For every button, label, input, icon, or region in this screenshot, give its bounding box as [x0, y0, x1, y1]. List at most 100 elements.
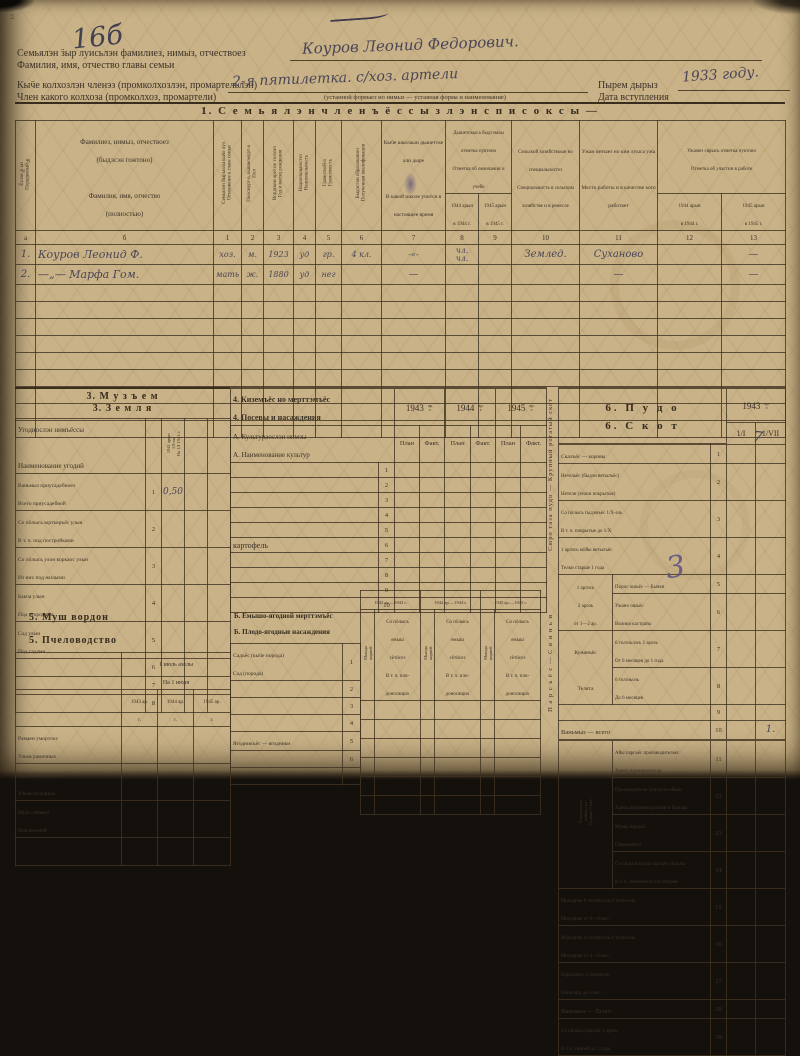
pigs-inner-label: 9 толэзьлэсь мӧйыосыз Старше 9 мес.: [578, 798, 593, 826]
entry-date-label: Пырем дырыз Дата вступления: [598, 80, 669, 103]
fact-header: Факт.: [419, 425, 446, 463]
land-col-1941: 1941 арын 1/I-лы На 1/I 1941 г.: [165, 430, 181, 457]
col-header-sex: Пиосмурт-а, кышномурт-а Пол: [246, 144, 258, 202]
col-header-nationality: Национальностез Национальность: [298, 154, 310, 192]
land-row-label: Со пӧлысь юртъеръёс улын В т. ч. под пос…: [18, 520, 83, 544]
col-header-relation: Семьялэн йырызлы кыӵе луэ Отношение к гл…: [221, 142, 233, 204]
orchard-title: Б. Емышо-ягодной мерттэмъёс Б. Плодо-яго…: [234, 612, 333, 636]
col-num: 3: [263, 230, 294, 245]
cattle-side-label: Сюро таза пудо — Крупный рогатый скот: [547, 398, 555, 551]
orchard-subcol-bearing: Со пӧлысь емыш сётӥсез В т. ч. пло- доно…: [385, 620, 410, 697]
cattle-row-label: Порос ошъёс — Бычки: [615, 585, 665, 590]
plan-header: План: [394, 425, 421, 463]
orchard-years-table: 1943 ар.—1943 г. 1944 ар.—1944 г. 1945 а…: [360, 590, 541, 815]
crops-year-1945: 1945: [507, 403, 526, 413]
col-num: 5: [315, 230, 342, 245]
col-header-school: Кыӵе школаын дышетске али дыре В какой ш…: [383, 139, 444, 218]
col-num: 8: [445, 230, 479, 245]
col-num: 6: [341, 230, 382, 245]
section-bees: 5. Муш вордон 5. Пчеловодство 1 июль азе…: [15, 612, 232, 866]
pigs-side-label: П а р с ь ё с — С в и н ь и: [547, 614, 555, 712]
cattle-row-label: 1 арлэсь мӧйы ветылъёс Телки старше 1 го…: [561, 548, 613, 571]
col-num: 4: [293, 230, 316, 245]
bees-row-label: Рамаен умортоос Ульев рамочных: [18, 735, 59, 760]
land-row-label: Со пӧлысь улон коркаос улын Из них под ж…: [18, 557, 89, 581]
col-header-name: Фамилиез, нимыз, отчествоез (быдэсэн гож…: [80, 137, 169, 218]
family-row-1: 1. Коуров Леонид Ф. хоз. м. 1923 уд гр. …: [15, 244, 787, 265]
orchard-year-1945: 1945 ар.—1945 г.: [494, 600, 527, 605]
crops-table: 4. Киземъёс но мерттэмъёс 4. Посевы и на…: [229, 387, 548, 613]
crops-title: 4. Киземъёс но мерттэмъёс 4. Посевы и на…: [233, 395, 331, 422]
bees-table: 1 июль азелы На 1 июля 1943 ар. г. 1944 …: [15, 651, 232, 866]
land-title: 3. М у з ъ е м 3. З е м л я: [15, 387, 230, 414]
pig-row-label: Молодняк 6 толэзьлэсь 9 толэзьозь Молодн…: [561, 899, 636, 922]
head-of-family-line: Коуров Леонид Федорович.: [290, 32, 762, 61]
bees-group-header: 1 июль азелы На 1 июля: [159, 661, 194, 686]
subcol-1945: 1945 арын в 1945 г.: [484, 204, 507, 227]
col-header-education: Быдэстэм образованиез Полученная квалифи…: [355, 144, 367, 202]
col-num: 7: [381, 230, 446, 245]
orchard-row-label: Садъёс (кыӵе порода) Сад (порода): [233, 653, 284, 677]
crops-year-1944: 1944: [456, 403, 475, 413]
col-num: 9: [477, 230, 513, 245]
subcol-1944: 1944 арын в 1944 г.: [450, 204, 473, 227]
pig-total-label: Ваньмыз — Всего: [561, 1008, 612, 1015]
livestock-col-jan: 1/I: [726, 421, 757, 445]
cattle-group-calves: Кунянъёс Телята: [574, 649, 597, 692]
cattle-row-label: Ужано ошъёс Волики кастраты: [615, 604, 652, 627]
cattle-row-label: Нетельёс (быдэн ветылъёс) Нетели (телки …: [561, 474, 620, 497]
col-num: а: [15, 230, 36, 245]
family-members-table: Ёзлэн №ыз Порядковый № Фамилиез, нимыз, …: [15, 120, 787, 438]
col-num: б: [35, 230, 214, 245]
livestock-table: 6. П у д о 6. С к о т 1943 ар. г. 1/I 1/…: [557, 387, 787, 1056]
bees-col-1945: 1945 ар. г.: [203, 699, 221, 723]
orchard-subcol-roots: Мында корней: [362, 645, 373, 660]
subcol-1945: 1945 арын в 1945 г.: [742, 204, 765, 227]
col-num: 12: [657, 230, 723, 245]
livestock-title: 6. П у д о 6. С к о т: [605, 402, 680, 432]
col-header-study-marks: Дышетскыса быдтэмлы отметка пуктоно Отме…: [452, 131, 505, 190]
livestock-col-jul: 1/VII: [755, 421, 787, 445]
land-head: Угодиослэн нимъёссы Наименование угодий: [18, 426, 84, 470]
cattle-total-label: Ваньмыз — всего: [561, 729, 611, 736]
pig-row-label: Парсьпиос 4 толэзьозь Поросята до 4 мес.: [561, 973, 610, 996]
section-orchard: Б. Емышо-ягодной мерттэмъёс Б. Плодо-яго…: [230, 612, 361, 785]
head-of-family-label: Семьялэн ӟыр луисьлэн фамилиез, нимыз, о…: [17, 48, 246, 71]
cattle-total-value: 1.: [755, 720, 787, 741]
col-header-specialty: Сельской хозяйствоын но специальностез С…: [517, 149, 574, 209]
orchard-year-1944: 1944 ар.—1944 г.: [434, 600, 467, 605]
col-header-workplace: Ужан интыез но кин луыса ужа Место работ…: [581, 148, 656, 209]
livestock-handwritten-mark: 7: [751, 427, 764, 447]
land-row-label: Бакча улын Под огородами: [18, 594, 54, 618]
cattle-row-label: Со пӧлысь гыдэмъёс 1/X-озь В т. ч. покры…: [561, 511, 623, 534]
crops-subtitle: А. Культураослэн нимзы А. Наименование к…: [233, 433, 310, 459]
pig-row-label: Мумы парсьёс Свиноматки: [615, 825, 646, 848]
pig-row-label: Молодняк 4 толэзьлэсь 6 толэзьозь Молодн…: [561, 936, 636, 959]
cattle-row-label: Скалъёс — коровы: [561, 454, 606, 460]
col-header-literacy: Грамотной-а Грамотность: [322, 159, 334, 187]
bees-title: 5. Муш вордон 5. Пчеловодство: [29, 612, 118, 646]
pig-row-label: Со пӧлысь мумы парсьёс сӥльлы В т. ч. св…: [615, 862, 686, 885]
orchard-year-1943: 1943 ар.—1943 г.: [374, 600, 407, 605]
kolkhoz-line: 2-я пятилетка. с/хоз. артели: [228, 66, 588, 93]
col-header-birth: Вордскем арез но толэзез Год и месяц рож…: [272, 145, 284, 201]
family-row-2: 2. —„— Марфа Гом. мать ж. 1880 уд нег — …: [15, 264, 787, 285]
bees-col-1944: 1944 ар. г.: [166, 699, 185, 723]
member-name: Коуров Леонид Ф.: [35, 244, 214, 265]
col-num: 10: [511, 230, 581, 245]
crops-year-1943: 1943: [405, 403, 424, 413]
entry-date-line: 1933 году.: [678, 64, 790, 91]
orchard-table: Садъёс (кыӵе порода) Сад (порода) 1 2 3 4…: [230, 643, 361, 785]
crop-potato: картофель: [230, 537, 379, 553]
cattle-group-1-2yr: 1 арлэсь 2 арозь от 1—2 ар.: [573, 585, 598, 627]
pig-row-label: Производитель луисьтэм айыос Хряки непро…: [615, 788, 688, 811]
pig-row-label: Айы парсьёс производительёс Хряки произв…: [615, 751, 680, 774]
kolkhoz-note: (устанной формаез но нимыз — уставная фо…: [324, 94, 506, 101]
col-header-number: Ёзлэн №ыз Порядковый №: [19, 156, 31, 190]
pig-row-label: Со пӧлысь парсьёс 1 арозь В т. ч. свиней…: [561, 1029, 618, 1052]
col-header-work-marks: Ужамез сярысь отметка пуктоно Отметка об…: [687, 149, 756, 172]
col-num: 2: [241, 230, 264, 245]
subcol-1944: 1944 арын в 1944 г.: [678, 204, 701, 227]
kolkhoz-label: Кыӵе колхозлэн членэз (промколхозлэн, пр…: [17, 80, 258, 103]
